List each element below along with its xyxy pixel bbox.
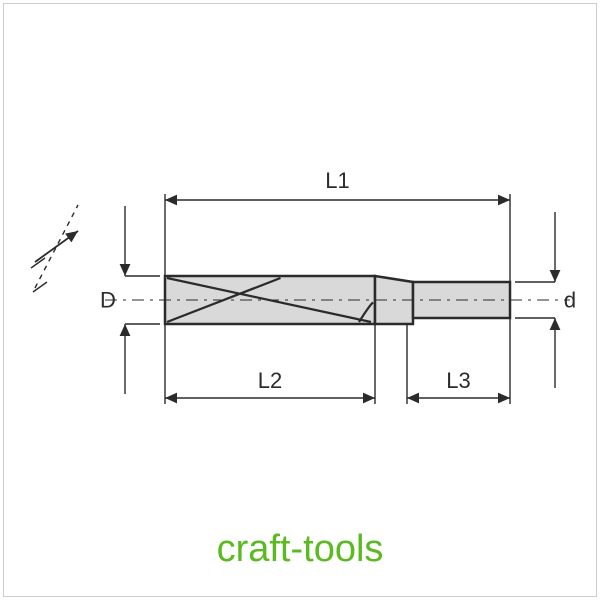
stage: L1 L2 L3 Dd craft-tools xyxy=(0,0,600,600)
brand-logo: craft-tools xyxy=(0,528,600,571)
diagram-svg: L1 L2 L3 Dd xyxy=(0,0,600,600)
dim-label-d: d xyxy=(564,288,576,313)
angle-arrowhead xyxy=(65,231,78,242)
brand-text: craft-tools xyxy=(217,528,384,570)
dim-label-L2: L2 xyxy=(258,368,282,393)
dim-label-D: D xyxy=(100,288,116,313)
dim-label-L3: L3 xyxy=(446,368,470,393)
dim-label-L1: L1 xyxy=(325,168,349,193)
